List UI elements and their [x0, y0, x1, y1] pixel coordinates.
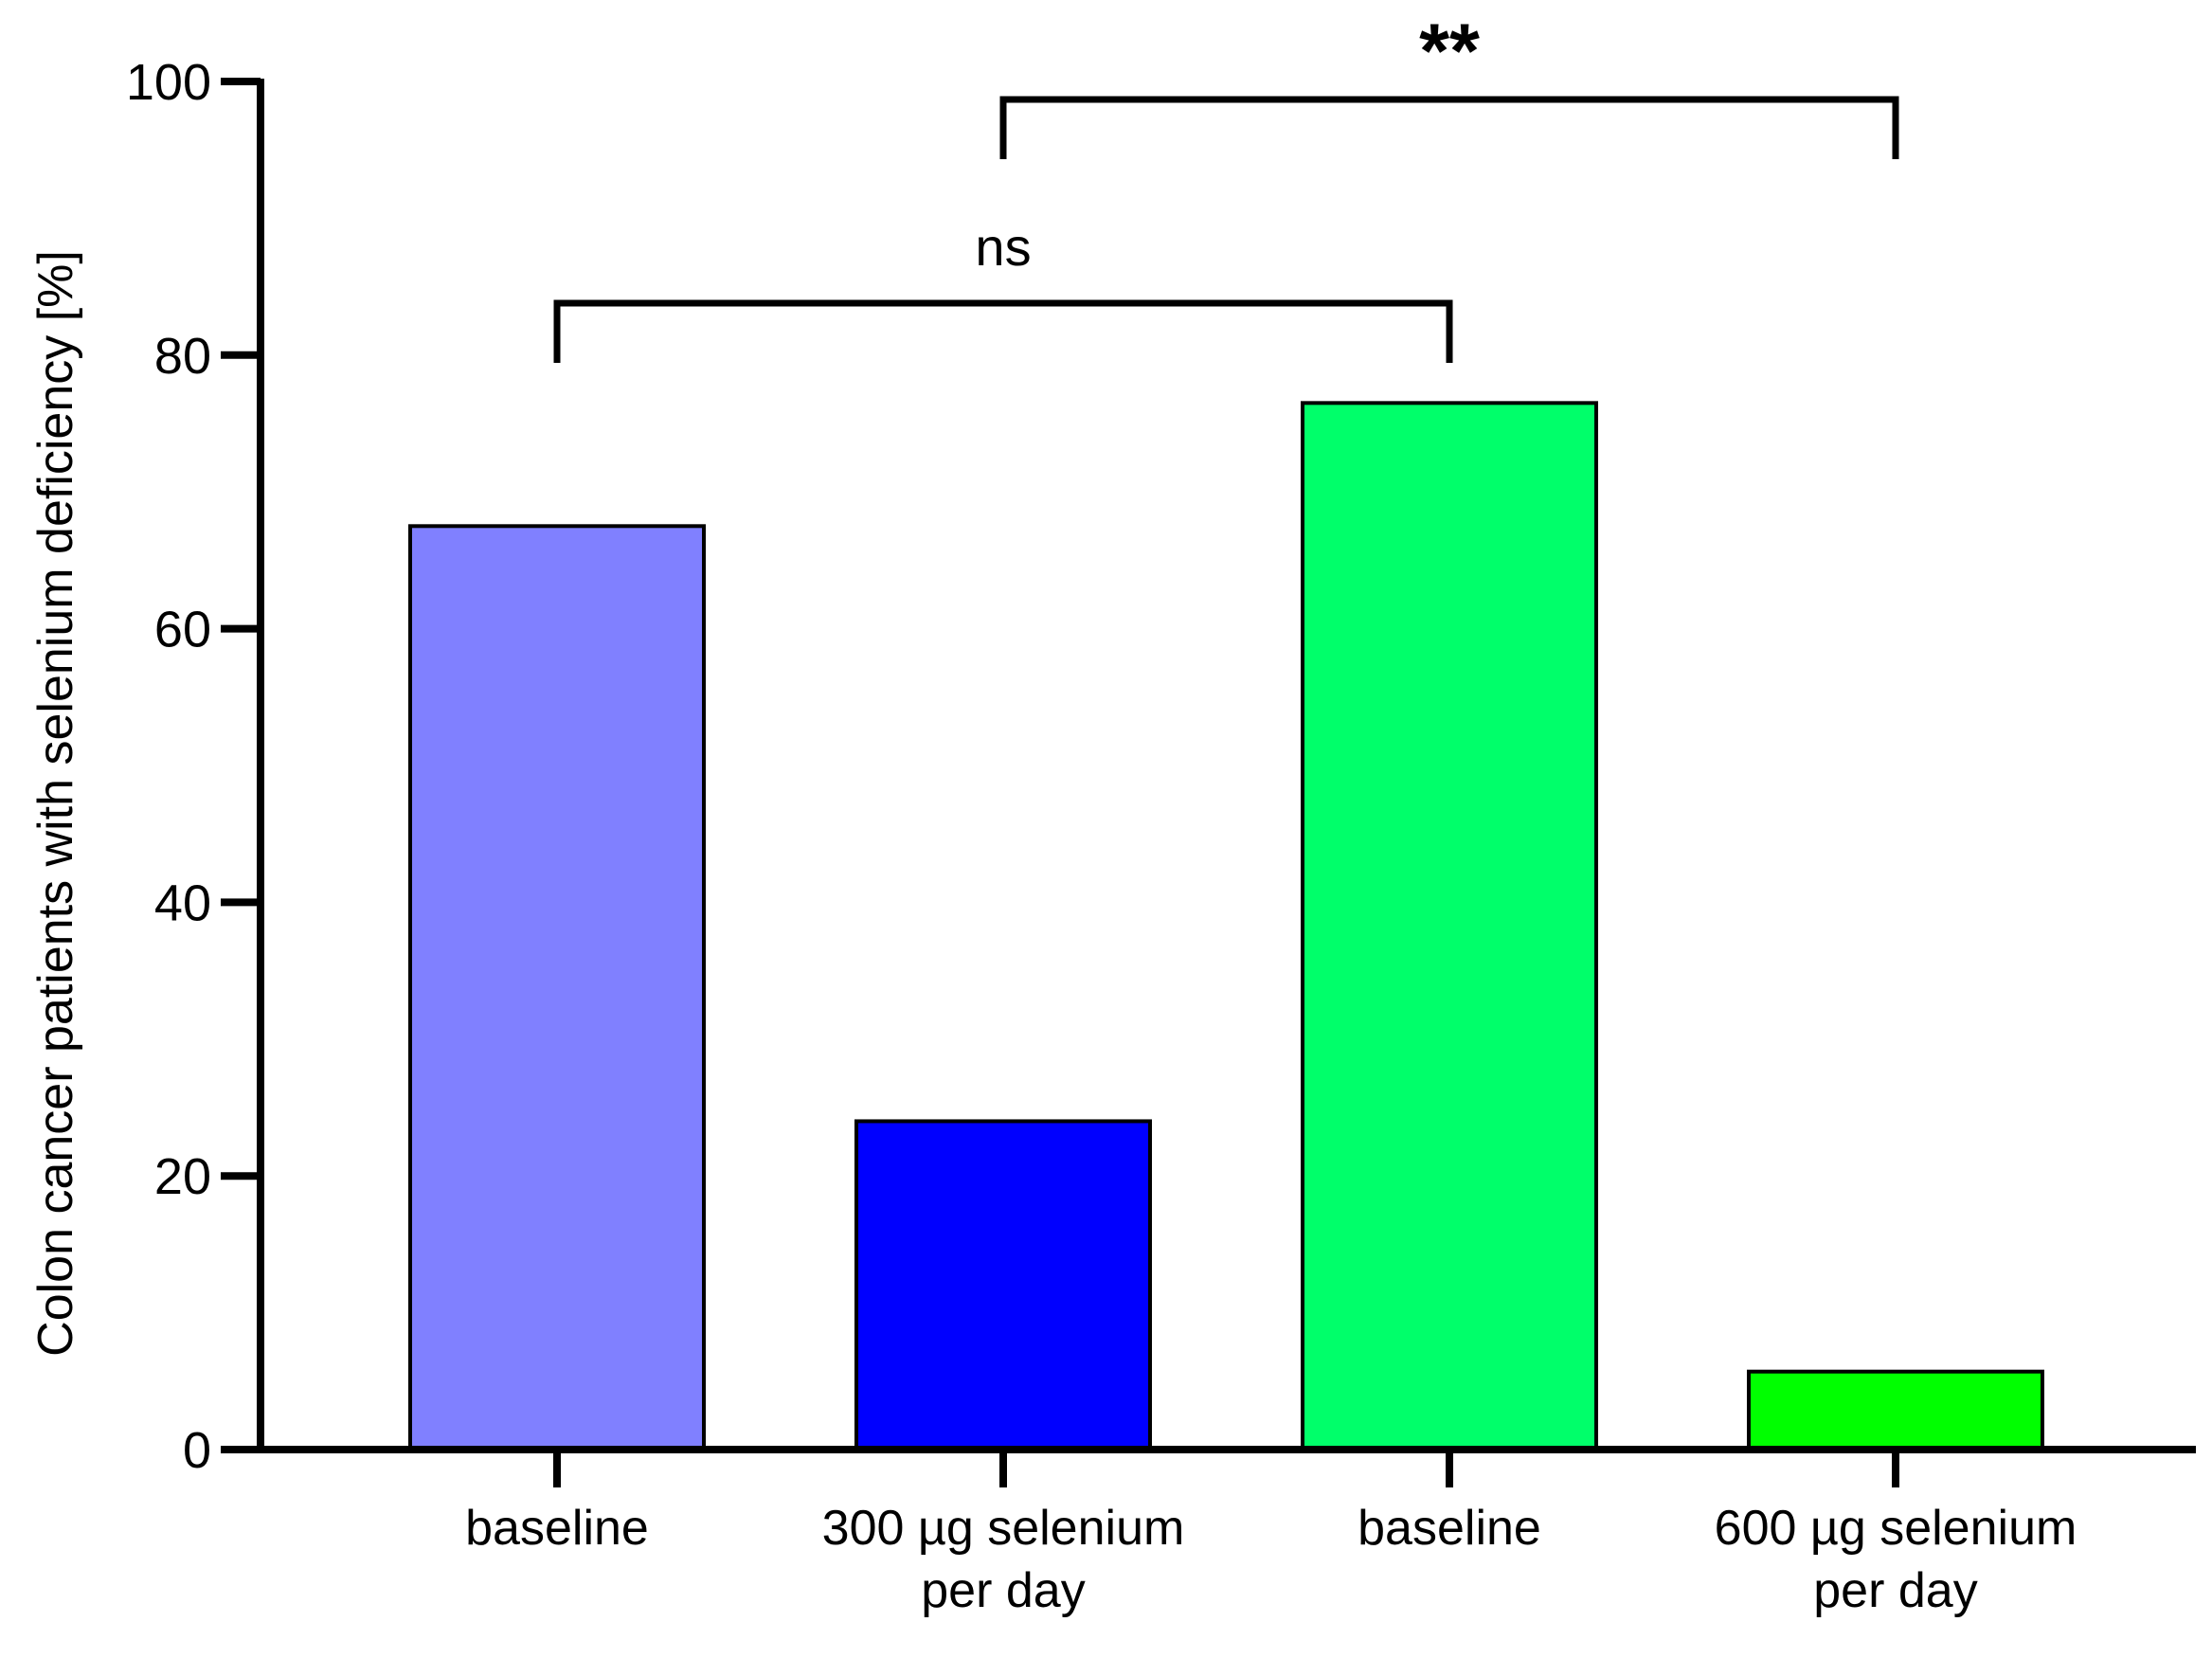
bar-0	[408, 524, 706, 1451]
y-tick-label-0: 0	[183, 1422, 211, 1479]
x-tick-label-line: baseline	[1358, 1501, 1541, 1556]
bar-3	[1747, 1369, 2044, 1452]
x-tick-label-line: 600 µg selenium	[1715, 1501, 2077, 1556]
x-tick-label-line: per day	[1813, 1563, 1977, 1618]
bars-layer	[408, 401, 2044, 1452]
x-tick-label-line: baseline	[465, 1501, 649, 1556]
x-ticks: baseline 300 µg selenium per day baseline 60…	[465, 1450, 2077, 1618]
x-tick-label-0: baseline	[465, 1501, 649, 1556]
significance-brackets: ns **	[553, 9, 1899, 363]
y-tick-label-1: 20	[154, 1148, 211, 1205]
significance-label-1: **	[1419, 9, 1480, 95]
bar-2	[1301, 401, 1598, 1452]
y-ticks: 0 20 40 60 80 100	[126, 54, 261, 1479]
significance-bracket-1	[999, 96, 1899, 159]
significance-label-0: ns	[975, 217, 1031, 277]
bar-1	[854, 1119, 1152, 1451]
x-tick-label-1: 300 µg selenium per day	[822, 1501, 1185, 1618]
x-tick-label-line: 300 µg selenium	[822, 1501, 1185, 1556]
y-tick-label-2: 40	[154, 874, 211, 931]
y-tick-label-3: 60	[154, 602, 211, 658]
y-axis-title: Colon cancer patients with selenium defi…	[28, 250, 83, 1357]
y-tick-label-5: 100	[126, 54, 211, 111]
axes-layer	[257, 79, 2196, 1453]
x-tick-label-2: baseline	[1358, 1501, 1541, 1556]
x-tick-label-line: per day	[921, 1563, 1085, 1618]
x-tick-label-3: 600 µg selenium per day	[1715, 1501, 2077, 1618]
y-tick-label-4: 80	[154, 328, 211, 385]
significance-bracket-0	[553, 299, 1453, 363]
